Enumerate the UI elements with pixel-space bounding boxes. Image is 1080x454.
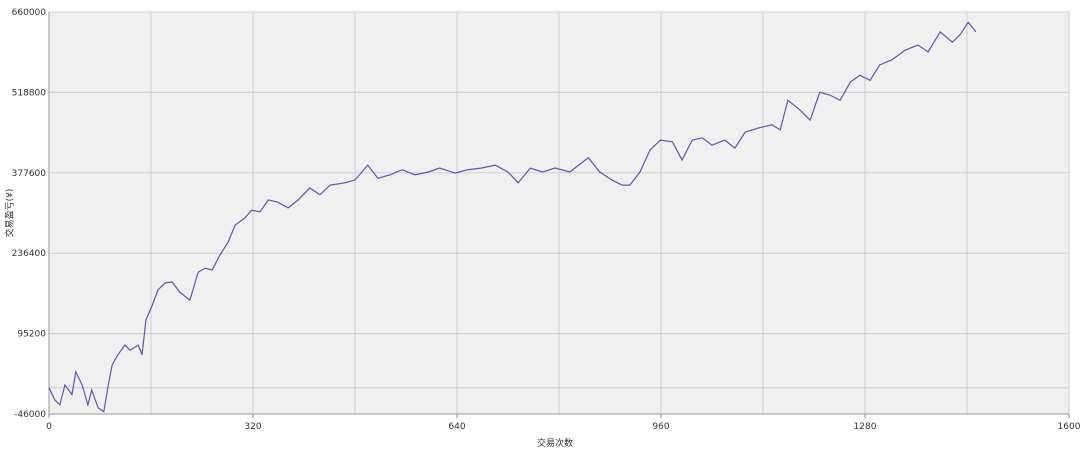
- x-tick-label: 640: [448, 422, 465, 432]
- x-axis-label: 交易次数: [537, 437, 573, 449]
- y-tick-label: 518800: [12, 88, 47, 98]
- y-axis-label: 交易盈亏(¥): [4, 189, 16, 238]
- y-tick-label: -46000: [14, 410, 46, 420]
- x-tick-label: 0: [46, 422, 52, 432]
- x-tick-label: 960: [652, 422, 669, 432]
- y-tick-label: 660000: [12, 8, 47, 18]
- x-tick-label: 320: [244, 422, 261, 432]
- line-series: [48, 21, 977, 413]
- y-tick-label: 95200: [17, 330, 46, 340]
- y-tick-label: 236400: [12, 249, 47, 259]
- x-tick-label: 1600: [1058, 422, 1080, 432]
- x-tick-label: 1280: [854, 422, 877, 432]
- y-tick-label: 377600: [12, 169, 47, 179]
